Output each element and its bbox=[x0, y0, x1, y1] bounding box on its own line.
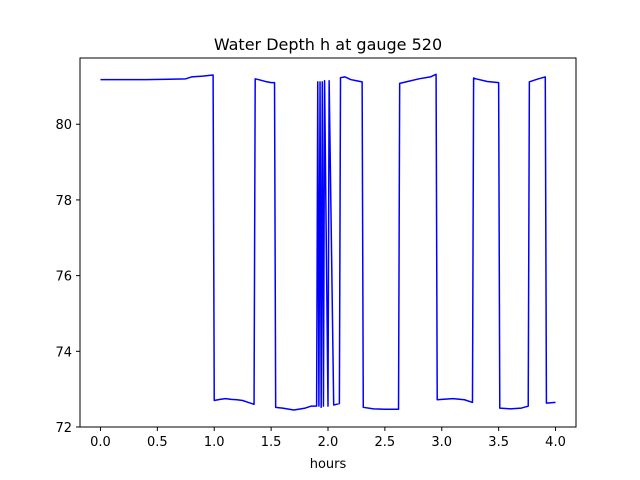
x-tick-label: 3.5 bbox=[488, 435, 509, 450]
x-axis-label: hours bbox=[310, 457, 347, 472]
x-tick-label: 0.5 bbox=[147, 435, 168, 450]
y-tick-label: 74 bbox=[55, 345, 72, 360]
series-lines bbox=[100, 73, 556, 411]
x-tick-label: 2.0 bbox=[318, 435, 339, 450]
series-line-0 bbox=[100, 73, 556, 411]
x-axis: 0.0 0.5 1.0 1.5 2.0 2.5 3.0 3.5 4.0 bbox=[90, 427, 566, 450]
x-tick-label: 0.0 bbox=[90, 435, 111, 450]
x-tick-label: 3.0 bbox=[431, 435, 452, 450]
y-tick-label: 78 bbox=[55, 194, 72, 209]
x-tick-label: 2.5 bbox=[375, 435, 396, 450]
x-tick-label: 1.5 bbox=[261, 435, 282, 450]
y-tick-label: 76 bbox=[55, 270, 72, 285]
chart-title: Water Depth h at gauge 520 bbox=[214, 35, 442, 54]
y-tick-label: 80 bbox=[55, 118, 72, 133]
y-axis: 72 74 76 78 80 bbox=[55, 118, 80, 436]
x-tick-label: 1.0 bbox=[204, 435, 225, 450]
x-tick-label: 4.0 bbox=[545, 435, 566, 450]
y-tick-label: 72 bbox=[55, 421, 72, 436]
